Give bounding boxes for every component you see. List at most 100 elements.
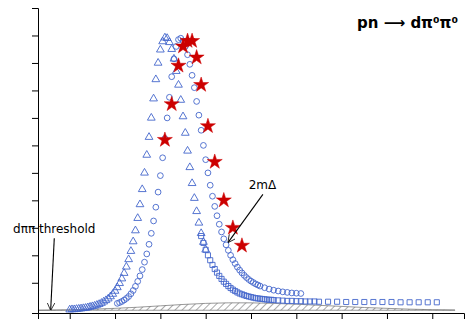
point <box>353 299 358 304</box>
point <box>116 279 124 286</box>
tick <box>432 313 433 319</box>
tick <box>32 63 38 64</box>
series <box>157 33 249 252</box>
point <box>164 96 179 110</box>
point <box>122 262 130 269</box>
point <box>234 238 249 252</box>
point <box>170 54 178 61</box>
tick <box>32 200 38 201</box>
tick-mark <box>32 283 38 284</box>
point <box>153 204 159 210</box>
point <box>142 259 148 265</box>
tick <box>70 313 71 319</box>
point <box>216 192 231 206</box>
tick-mark <box>206 313 207 319</box>
point <box>316 299 321 304</box>
point <box>113 283 121 290</box>
point <box>188 179 196 186</box>
point <box>144 251 150 257</box>
point <box>416 300 421 305</box>
point <box>135 279 141 285</box>
tick-mark <box>160 313 161 319</box>
point <box>185 33 200 47</box>
point <box>193 207 201 214</box>
tick <box>115 313 116 319</box>
point <box>189 50 204 64</box>
point <box>189 72 195 78</box>
annotation-arrow <box>228 194 263 242</box>
marks <box>38 33 455 312</box>
point <box>145 133 153 140</box>
point <box>202 245 210 252</box>
series <box>114 35 303 306</box>
tick-mark <box>32 90 38 91</box>
point <box>223 242 229 248</box>
tick <box>32 255 38 256</box>
point <box>151 218 157 224</box>
point <box>169 74 175 80</box>
point <box>207 154 222 168</box>
series <box>66 33 210 312</box>
point <box>194 77 209 91</box>
tick <box>160 313 161 319</box>
tick <box>296 313 297 319</box>
point <box>212 204 218 210</box>
point <box>187 61 193 67</box>
point <box>389 299 394 304</box>
annotation: 2mΔ <box>249 178 277 192</box>
tick <box>342 313 343 319</box>
point <box>127 247 135 254</box>
tick-mark <box>342 313 343 319</box>
point <box>210 193 216 199</box>
tick-mark <box>32 173 38 174</box>
plot: pn ⟶ dπ⁰π⁰ 2mΔdππ threshold <box>13 9 464 320</box>
point <box>175 80 183 87</box>
point <box>425 300 430 305</box>
tick-mark <box>32 255 38 256</box>
point <box>298 291 304 297</box>
tick-mark <box>115 313 116 319</box>
axis-line <box>39 314 465 320</box>
point <box>207 182 213 188</box>
tick-mark <box>32 35 38 36</box>
point <box>155 189 161 195</box>
chart: pn ⟶ dπ⁰π⁰ 2mΔdππ threshold <box>0 0 474 325</box>
point <box>407 300 412 305</box>
point <box>160 155 166 161</box>
tick-mark <box>387 313 388 319</box>
point <box>168 45 176 52</box>
point <box>137 273 143 279</box>
point <box>335 299 340 304</box>
point <box>205 170 211 176</box>
point <box>154 58 162 65</box>
point <box>344 299 349 304</box>
point <box>179 112 187 119</box>
point <box>166 38 174 45</box>
point <box>143 151 151 158</box>
point <box>371 299 376 304</box>
point <box>221 236 227 242</box>
point <box>380 299 385 304</box>
tick-mark <box>432 313 433 319</box>
tick <box>32 145 38 146</box>
title: pn ⟶ dπ⁰π⁰ <box>357 14 458 32</box>
point <box>194 99 200 105</box>
point <box>200 118 215 132</box>
point <box>199 234 204 239</box>
axis-line <box>32 9 39 314</box>
tick-mark <box>32 200 38 201</box>
series <box>199 234 440 305</box>
tick <box>206 313 207 319</box>
tick-mark <box>32 118 38 119</box>
point <box>201 143 207 149</box>
point <box>125 255 133 262</box>
point <box>184 146 192 153</box>
tick-mark <box>32 63 38 64</box>
point <box>203 247 208 252</box>
point <box>129 237 137 244</box>
point <box>195 218 203 225</box>
annotations: 2mΔdππ threshold <box>13 178 277 309</box>
y-axis <box>32 9 39 314</box>
point <box>398 300 403 305</box>
point <box>191 85 197 91</box>
